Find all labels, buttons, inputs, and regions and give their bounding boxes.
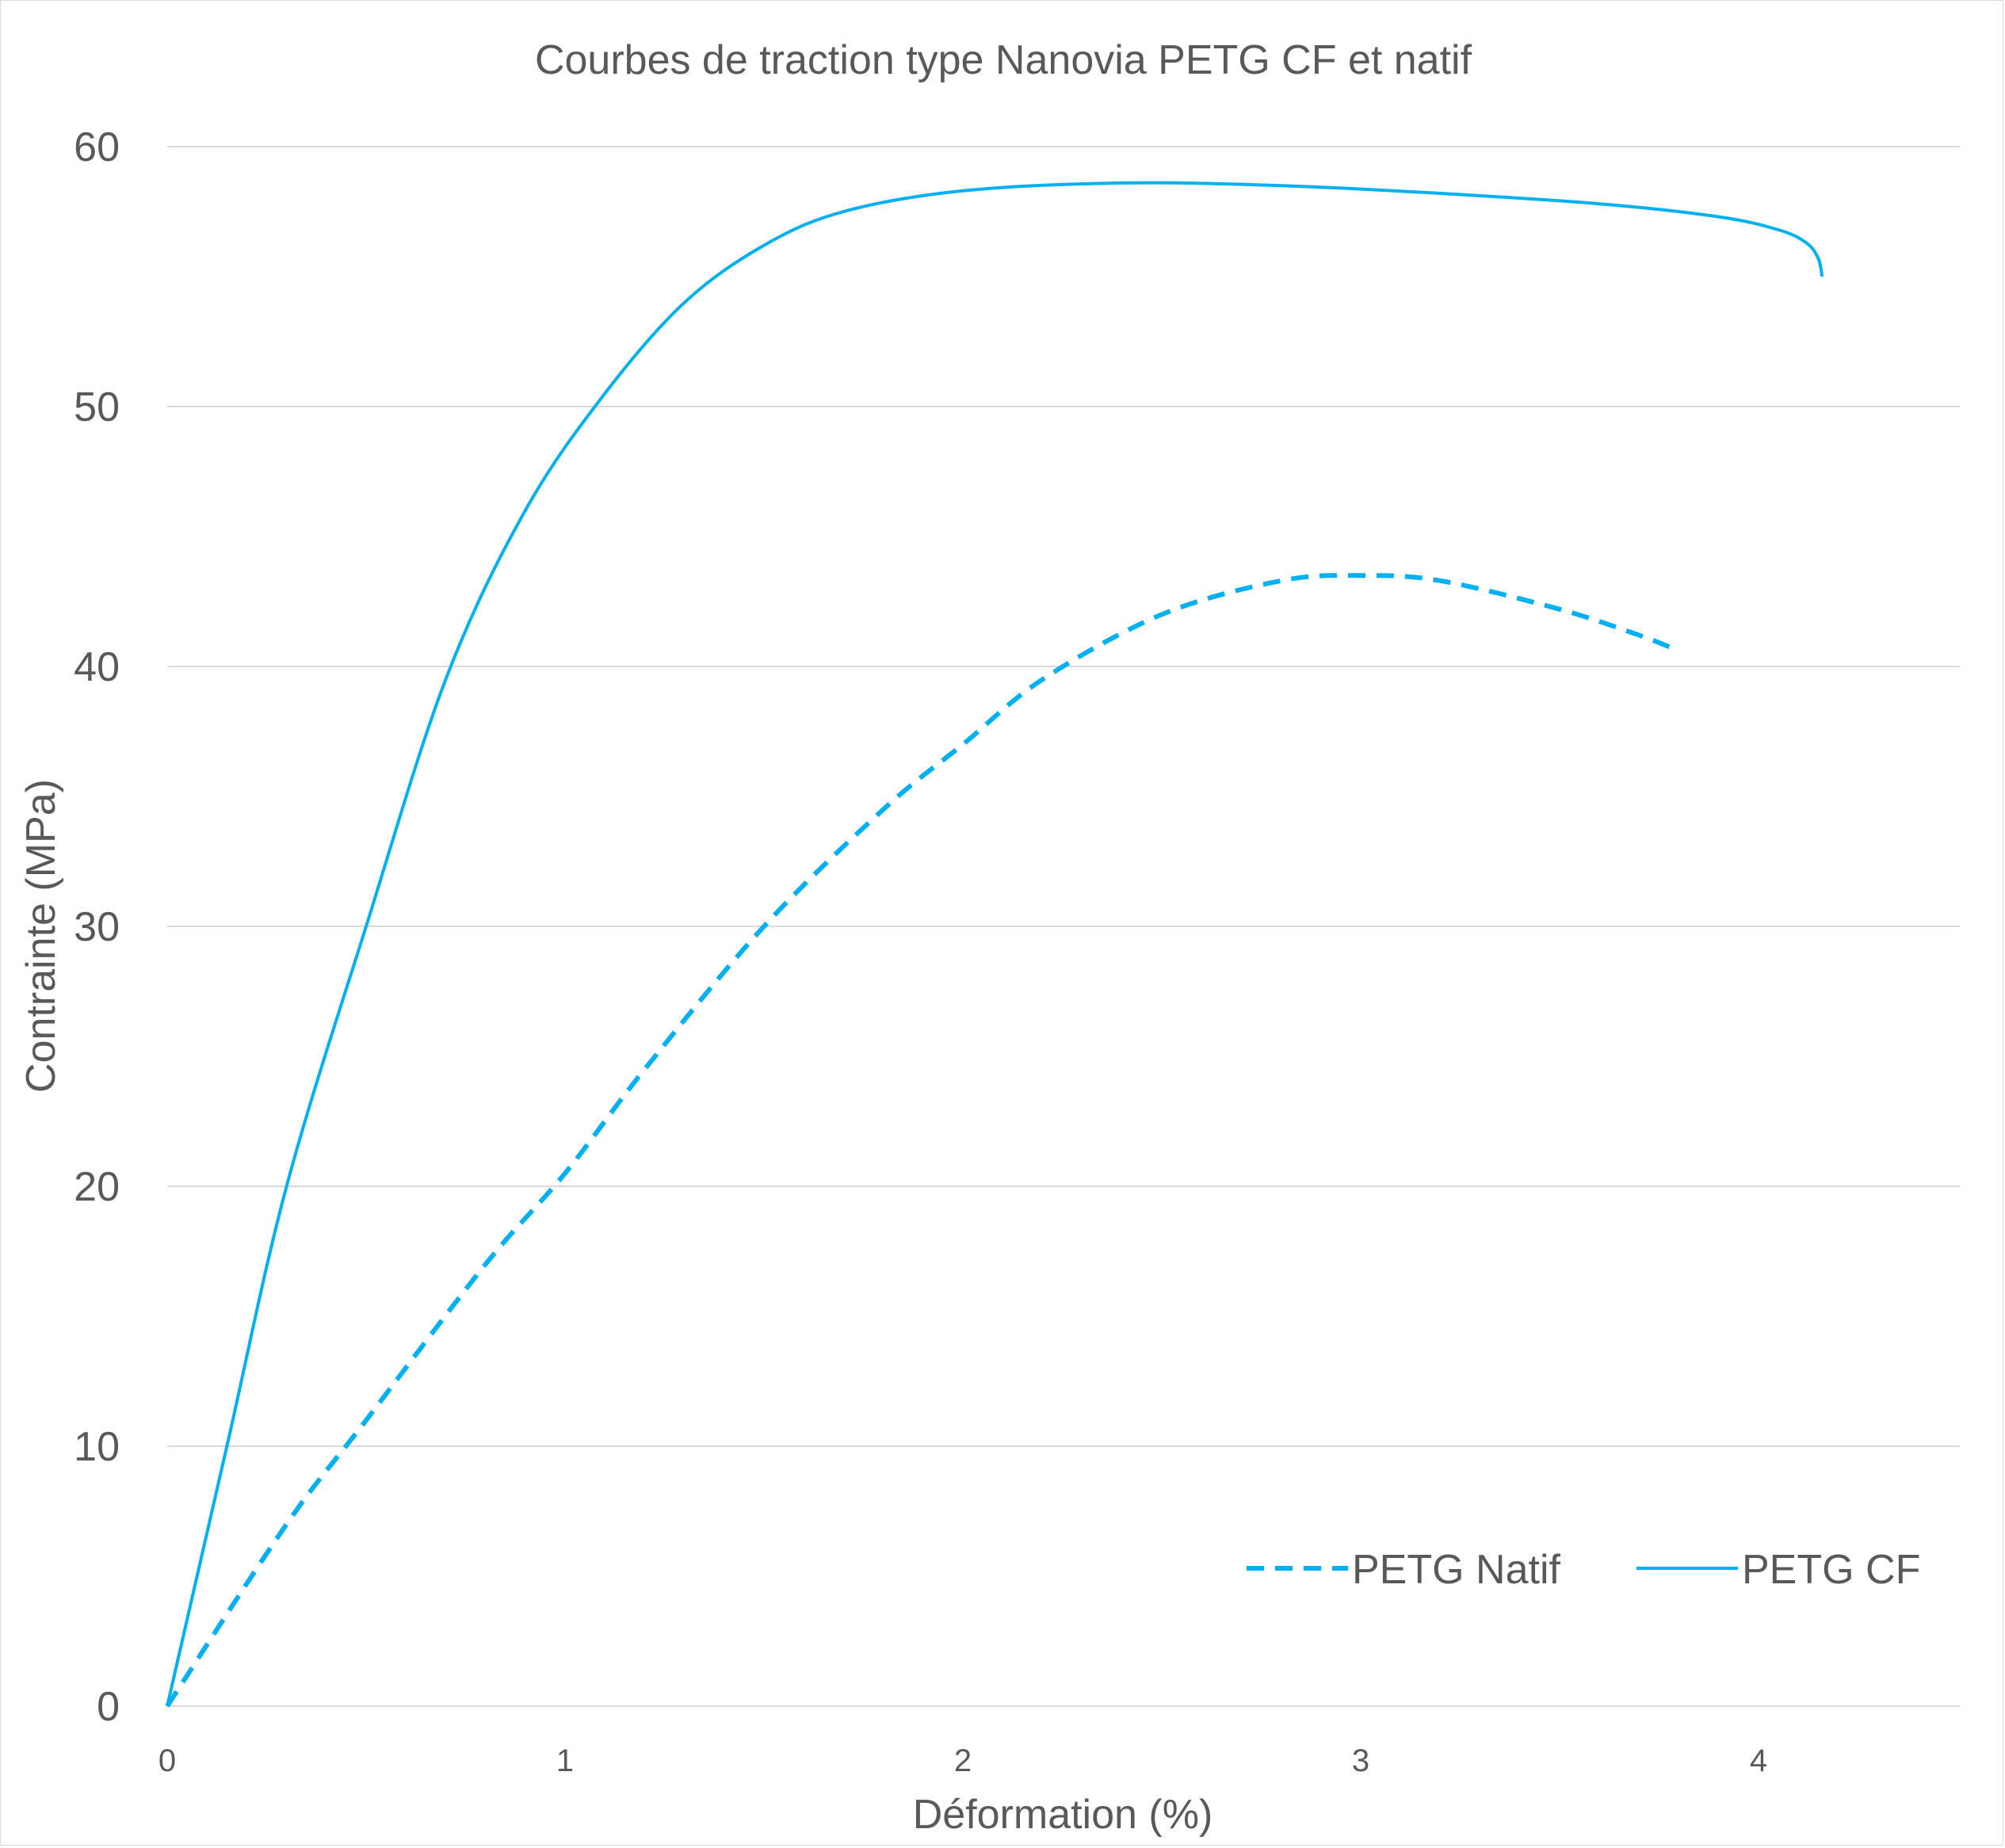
y-tick-label-20: 20 — [74, 1164, 120, 1210]
legend: PETG Natif PETG CF — [1247, 1547, 1920, 1593]
x-tick-label-3: 3 — [1352, 1743, 1369, 1778]
series-line-petg-natif — [165, 573, 1680, 1708]
x-axis-label: Déformation (%) — [913, 1792, 1213, 1838]
y-tick-label-0: 0 — [97, 1684, 120, 1730]
legend-label-petg-natif: PETG Natif — [1352, 1547, 1560, 1593]
series-line-petg-cf — [166, 181, 1824, 1707]
legend-label-petg-cf: PETG CF — [1742, 1547, 1920, 1593]
y-tick-label-60: 60 — [74, 124, 120, 170]
x-tick-label-1: 1 — [556, 1743, 574, 1778]
y-tick-label-30: 30 — [74, 904, 120, 950]
y-tick-label-50: 50 — [74, 384, 120, 430]
y-axis-ticks: 0 10 20 30 40 50 60 — [74, 124, 120, 1730]
x-tick-label-0: 0 — [158, 1743, 176, 1778]
x-tick-label-2: 2 — [954, 1743, 972, 1778]
y-tick-label-40: 40 — [74, 644, 120, 690]
gridlines — [167, 146, 1960, 1707]
y-axis-label: Contrainte (MPa) — [18, 779, 64, 1093]
series-lines — [165, 181, 1824, 1708]
x-tick-label-4: 4 — [1750, 1743, 1767, 1778]
chart-title: Courbes de traction type Nanovia PETG CF… — [535, 37, 1472, 83]
y-tick-label-10: 10 — [74, 1424, 120, 1470]
x-axis-ticks: 0 1 2 3 4 — [158, 1743, 1767, 1778]
